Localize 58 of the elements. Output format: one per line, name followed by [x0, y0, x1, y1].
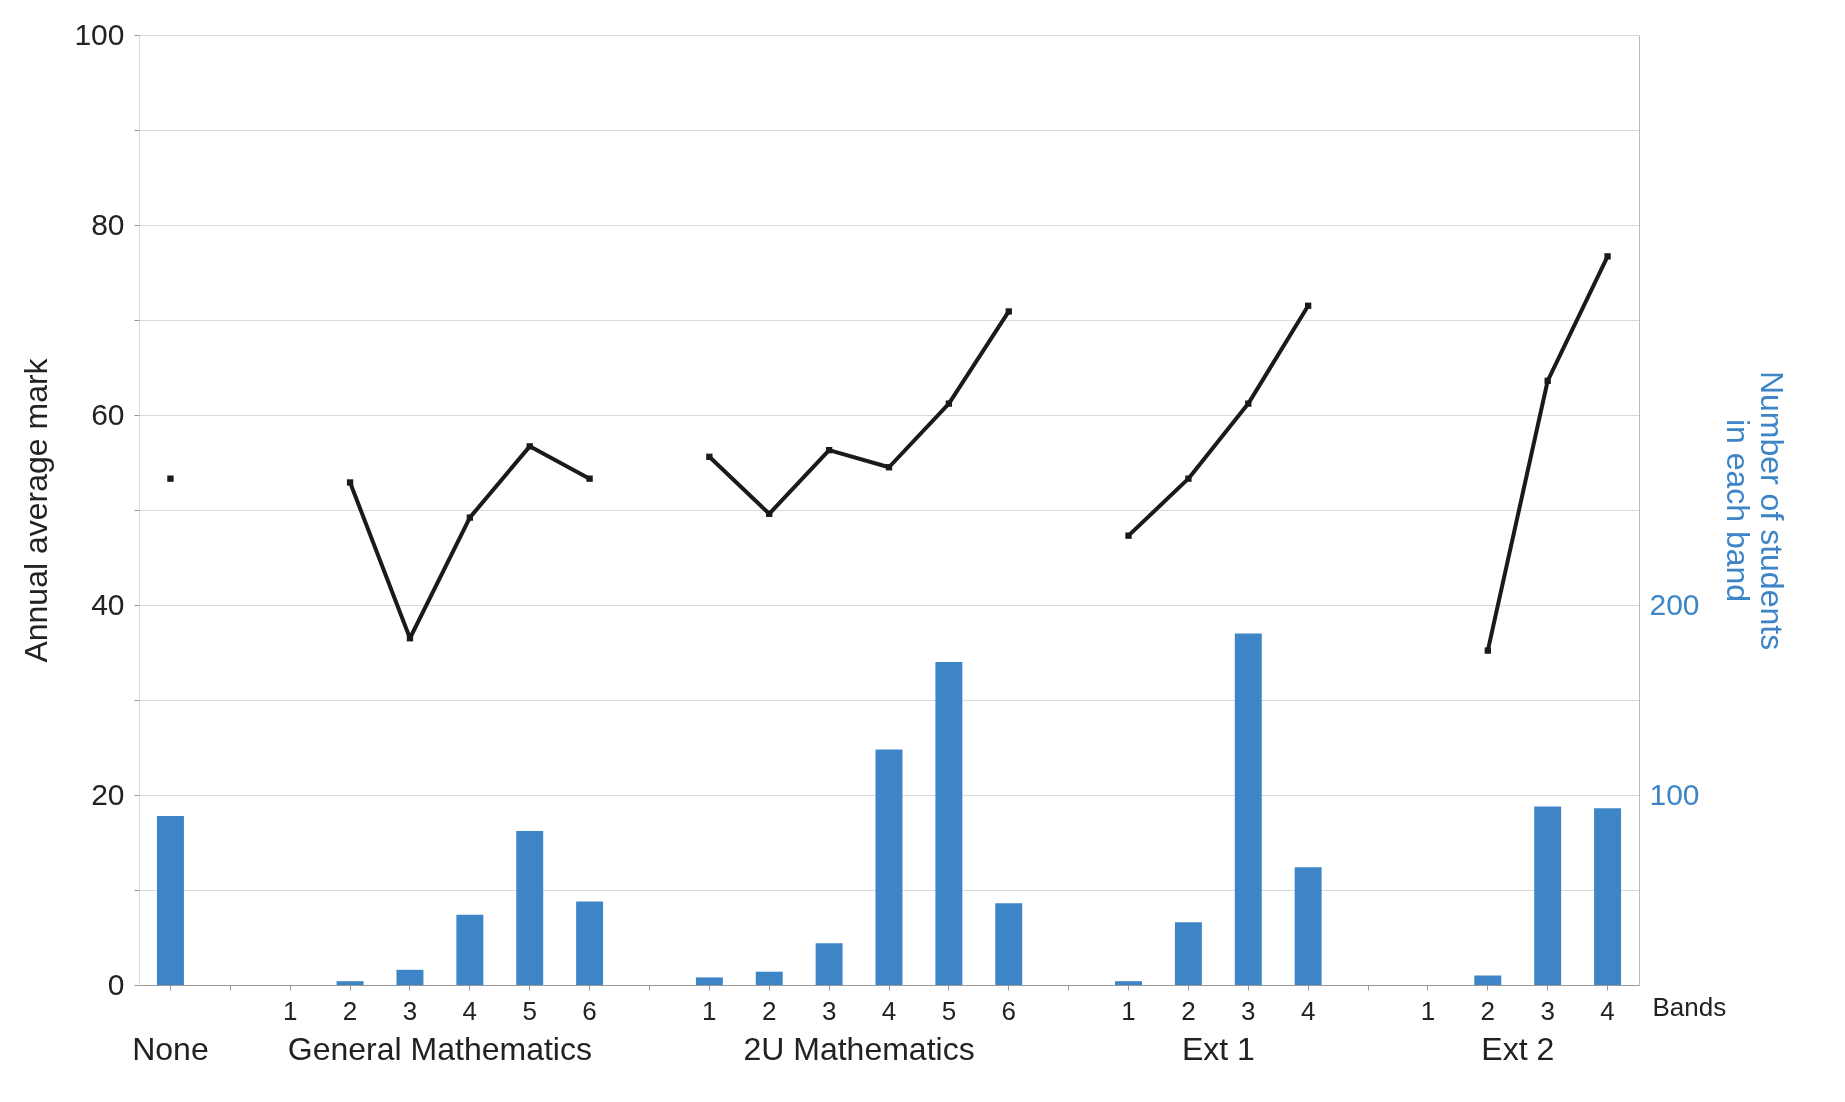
x-tick-label: 3: [402, 995, 418, 1026]
bar: [755, 971, 783, 985]
x-tick-label: 4: [1600, 995, 1615, 1026]
bar: [815, 943, 843, 985]
text: Ext 1: [1181, 1031, 1255, 1067]
y-tick-label: 40: [91, 587, 125, 621]
point: [1484, 647, 1491, 654]
text: General Mathematics: [287, 1031, 592, 1067]
bar: [995, 903, 1023, 985]
bar: [695, 977, 723, 985]
x-tick-label: 2: [1480, 995, 1496, 1026]
x-tick-label: 1: [1420, 995, 1436, 1026]
y2-tick-label: 200: [1649, 587, 1700, 621]
bar: [1174, 922, 1202, 985]
bar: [516, 831, 544, 985]
bar: [1474, 975, 1502, 985]
y2-axis-title: Number of students in each band: [1719, 370, 1790, 651]
bar: [456, 914, 484, 985]
x-tick-label: 4: [1300, 995, 1316, 1026]
text: Ext 2: [1481, 1031, 1555, 1067]
x-tick-label: 3: [821, 995, 837, 1026]
y-tick-label: 60: [91, 397, 125, 431]
x-axis-title: Bands: [1652, 992, 1727, 1022]
text: None: [132, 1031, 209, 1067]
x-tick-label: 6: [582, 995, 597, 1026]
y-tick-label: 80: [91, 207, 125, 241]
y-axis-title: Annual average mark: [18, 357, 55, 663]
x-tick-label: 2: [762, 995, 777, 1026]
bar: [1294, 867, 1322, 985]
x-tick-label: 1: [1121, 995, 1136, 1026]
text: 2U Mathematics: [743, 1031, 975, 1067]
y-tick-label: 100: [74, 17, 125, 51]
bar: [1115, 981, 1142, 985]
point: [1544, 377, 1551, 384]
x-tick-label: 2: [1181, 995, 1196, 1026]
bar: [1234, 633, 1262, 985]
bar: [336, 981, 364, 985]
x-tick-label: 3: [1241, 995, 1256, 1026]
point: [1604, 253, 1611, 260]
y-tick-label: 0: [107, 967, 125, 1001]
bar: [875, 749, 903, 985]
y-tick-label: 20: [91, 777, 125, 811]
bar: [156, 815, 184, 985]
x-tick-label: 5: [522, 995, 537, 1026]
x-tick-label: 6: [1001, 995, 1016, 1026]
x-tick-label: 2: [342, 995, 358, 1026]
bar: [576, 901, 604, 985]
x-tick-label: 4: [462, 995, 478, 1026]
bar: [1534, 806, 1562, 985]
x-tick-label: 4: [881, 995, 897, 1026]
bar: [1594, 808, 1622, 985]
y2-tick-label: 100: [1649, 777, 1700, 811]
x-tick-label: 1: [282, 995, 298, 1026]
x-tick-label: 3: [1540, 995, 1555, 1026]
x-tick-label: 5: [941, 995, 957, 1026]
bar: [396, 969, 424, 985]
bar: [935, 662, 963, 985]
x-tick-label: 1: [702, 995, 717, 1026]
